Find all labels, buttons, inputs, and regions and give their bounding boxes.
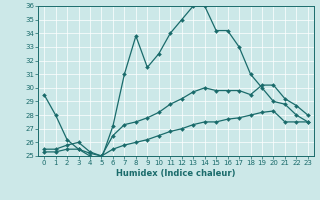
- X-axis label: Humidex (Indice chaleur): Humidex (Indice chaleur): [116, 169, 236, 178]
